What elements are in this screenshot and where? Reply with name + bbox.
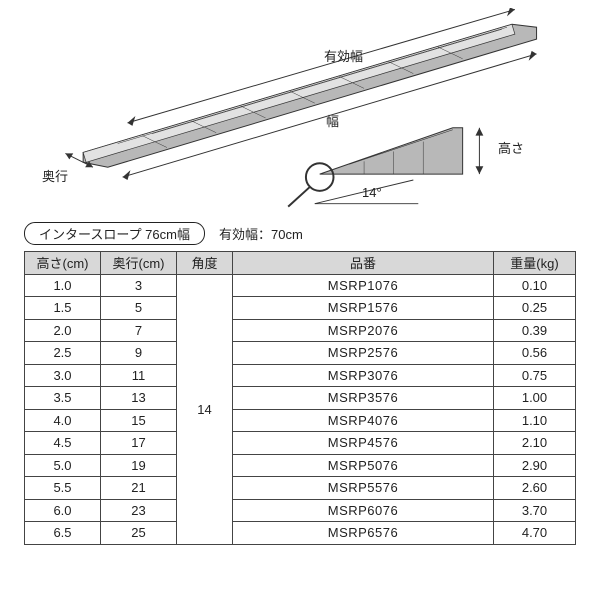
table-cell: 2.90 — [494, 454, 576, 477]
table-cell: 6.0 — [25, 499, 101, 522]
table-cell: 1.00 — [494, 387, 576, 410]
table-row: 6.525 MSRP65764.70 — [25, 522, 576, 545]
th-code: 品番 — [233, 252, 494, 275]
table-cell: 0.75 — [494, 364, 576, 387]
table-cell: 3.0 — [25, 364, 101, 387]
table-cell: 1.10 — [494, 409, 576, 432]
table-cell: 5 — [101, 297, 177, 320]
table-cell: 4.0 — [25, 409, 101, 432]
th-weight: 重量(kg) — [494, 252, 576, 275]
table-cell: 25 — [101, 522, 177, 545]
table-cell: 15 — [101, 409, 177, 432]
table-cell: 1.5 — [25, 297, 101, 320]
table-cell: 7 — [101, 319, 177, 342]
table-cell: 5.5 — [25, 477, 101, 500]
table-cell: MSRP1076 — [233, 274, 494, 297]
diagram: 有効幅 幅 奥行 高さ 14° — [24, 8, 576, 218]
table-cell: MSRP5576 — [233, 477, 494, 500]
table-cell: MSRP2076 — [233, 319, 494, 342]
table-row: 4.015 MSRP40761.10 — [25, 409, 576, 432]
title-row: インタースロープ 76cm幅 有効幅：70cm — [24, 222, 576, 245]
table-cell: 2.10 — [494, 432, 576, 455]
table-cell: MSRP4076 — [233, 409, 494, 432]
label-depth: 奥行 — [42, 166, 68, 185]
table-row: 3.011 MSRP30760.75 — [25, 364, 576, 387]
th-angle: 角度 — [177, 252, 233, 275]
table-cell: 0.56 — [494, 342, 576, 365]
label-height: 高さ — [498, 138, 524, 157]
table-cell: 4.5 — [25, 432, 101, 455]
table-cell: 3.70 — [494, 499, 576, 522]
table-cell: MSRP6576 — [233, 522, 494, 545]
table-row: 2.59 MSRP25760.56 — [25, 342, 576, 365]
table-row: 3.513 MSRP35761.00 — [25, 387, 576, 410]
table-header-row: 高さ(cm) 奥行(cm) 角度 品番 重量(kg) — [25, 252, 576, 275]
table-row: 2.07 MSRP20760.39 — [25, 319, 576, 342]
table-row: 6.023 MSRP60763.70 — [25, 499, 576, 522]
label-angle: 14° — [362, 185, 382, 200]
table-cell: 5.0 — [25, 454, 101, 477]
diagram-svg — [24, 8, 576, 218]
table-cell: 0.10 — [494, 274, 576, 297]
table-cell: 23 — [101, 499, 177, 522]
table-cell: 4.70 — [494, 522, 576, 545]
table-cell: MSRP4576 — [233, 432, 494, 455]
table-cell: 0.39 — [494, 319, 576, 342]
table-body: 1.0314MSRP10760.101.55MSRP15760.252.07MS… — [25, 274, 576, 544]
table-cell: 11 — [101, 364, 177, 387]
table-cell: 17 — [101, 432, 177, 455]
table-cell: MSRP2576 — [233, 342, 494, 365]
table-cell: 2.0 — [25, 319, 101, 342]
label-width: 幅 — [326, 111, 339, 130]
table-cell: 13 — [101, 387, 177, 410]
table-cell: 1.0 — [25, 274, 101, 297]
table-cell: MSRP1576 — [233, 297, 494, 320]
table-cell: 3 — [101, 274, 177, 297]
table-row: 1.55 MSRP15760.25 — [25, 297, 576, 320]
table-cell: 2.60 — [494, 477, 576, 500]
table-row: 4.517 MSRP45762.10 — [25, 432, 576, 455]
title-pill: インタースロープ 76cm幅 — [24, 222, 205, 245]
table-cell: 19 — [101, 454, 177, 477]
th-height: 高さ(cm) — [25, 252, 101, 275]
table-cell: 3.5 — [25, 387, 101, 410]
table-row: 5.521 MSRP55762.60 — [25, 477, 576, 500]
title-sub: 有効幅：70cm — [219, 224, 303, 243]
table-cell: MSRP5076 — [233, 454, 494, 477]
table-cell: 2.5 — [25, 342, 101, 365]
table-cell: MSRP3076 — [233, 364, 494, 387]
table-cell: MSRP6076 — [233, 499, 494, 522]
table-cell: 14 — [177, 274, 233, 544]
table-cell: 9 — [101, 342, 177, 365]
table-row: 5.019 MSRP50762.90 — [25, 454, 576, 477]
th-depth: 奥行(cm) — [101, 252, 177, 275]
table-cell: 6.5 — [25, 522, 101, 545]
label-effective-width: 有効幅 — [324, 46, 363, 65]
spec-table: 高さ(cm) 奥行(cm) 角度 品番 重量(kg) 1.0314MSRP107… — [24, 251, 576, 545]
table-cell: MSRP3576 — [233, 387, 494, 410]
table-cell: 21 — [101, 477, 177, 500]
table-row: 1.0314MSRP10760.10 — [25, 274, 576, 297]
table-cell: 0.25 — [494, 297, 576, 320]
